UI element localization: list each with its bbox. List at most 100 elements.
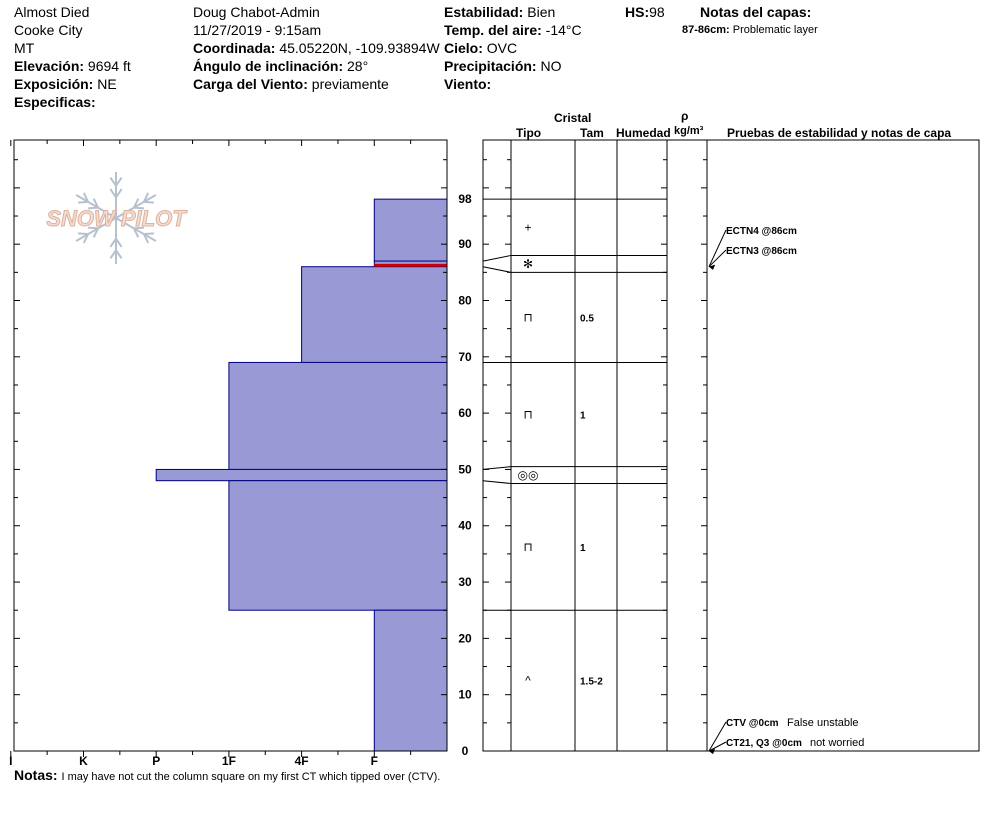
snowflake-branch: [82, 192, 90, 203]
coord-label: Coordinada:: [193, 40, 276, 56]
snowflake-branch: [109, 238, 117, 248]
snowflake-arm: [75, 217, 117, 242]
state: MT: [14, 40, 35, 56]
notes-text: I may have not cut the column square on …: [61, 771, 441, 783]
hardness-label: P: [152, 754, 160, 768]
snowflake-branch: [133, 206, 144, 210]
hardness-bar: [373, 198, 448, 262]
snowflake-branch: [115, 176, 123, 187]
stability: Estabilidad: Bien: [444, 4, 555, 20]
problem-layer: [374, 263, 447, 267]
rho-header: ρ: [681, 109, 689, 123]
crystal-header: Cristal: [554, 111, 592, 125]
snowflake-branch: [142, 233, 150, 244]
grain-size: 1.5-2: [580, 677, 603, 688]
depth-label: 0: [462, 744, 469, 758]
grain-type-symbol: ⊓: [523, 310, 532, 324]
observer: Doug Chabot-Admin: [193, 4, 320, 20]
snowflake-arm: [75, 194, 117, 219]
hs: HS:98: [625, 4, 665, 20]
snowflake-branch: [78, 200, 89, 204]
air-temp: Temp. del aire: -14°C: [444, 22, 582, 38]
wind-load-label: Carga del Viento:: [193, 76, 308, 92]
depth-axis: 0 10 20 30 40 50 60 70 80 90 98: [14, 159, 489, 758]
stability-value: Bien: [527, 4, 556, 20]
logo-text: SNOW PILOT: [46, 206, 187, 231]
snowflake-branch: [109, 249, 117, 260]
snowflake-branch: [82, 233, 90, 244]
stability-arrow-icon: [709, 264, 715, 270]
snowflake-branch: [115, 249, 123, 260]
hardness-label: 4F: [295, 754, 309, 768]
hardness-bar: [155, 468, 448, 482]
coordinates: Coordinada: 45.05220N, -109.93894W: [193, 40, 440, 56]
wind-load-value: previamente: [311, 76, 389, 92]
snowflake-branch: [109, 188, 117, 198]
stability-label: Estabilidad:: [444, 4, 524, 20]
size-header: Tam: [580, 126, 604, 140]
sky-label: Cielo:: [444, 40, 483, 56]
problem-layer-band: [374, 263, 447, 267]
hardness-bar: [228, 480, 448, 611]
stability-leader: [708, 249, 727, 268]
depth-label: 10: [458, 688, 472, 702]
hardness-bar: [228, 361, 448, 470]
right-ticks: [505, 159, 707, 752]
snowflake-branch: [143, 232, 154, 236]
grain-type-symbol: ◎◎: [518, 468, 539, 482]
incline-value: 28°: [347, 58, 369, 74]
elevation-label: Elevación:: [14, 58, 85, 74]
snowflake-branch: [133, 226, 144, 230]
layer-note: 87-86cm: Problematic layer: [682, 24, 818, 37]
hardness-label: K: [79, 754, 88, 768]
stability-label: ECTN4 @86cm: [726, 226, 797, 237]
stability-leader: [708, 721, 727, 752]
hs-label: HS:: [625, 4, 650, 20]
snowflake-icon: [75, 172, 157, 264]
hardness-bar: [301, 266, 448, 363]
incline: Ángulo de inclinación: 28°: [193, 58, 368, 74]
specifics-label: Especificas:: [14, 94, 96, 110]
depth-label: 90: [458, 237, 472, 251]
elevation: Elevación: 9694 ft: [14, 58, 131, 74]
sky-value: OVC: [486, 40, 518, 56]
city: Cooke City: [14, 22, 83, 38]
sky: Cielo: OVC: [444, 40, 517, 56]
stability-leader: [708, 229, 727, 267]
snowflake-arm: [115, 217, 157, 242]
hardness-label: 1F: [222, 754, 236, 768]
depth-label: 80: [458, 293, 472, 307]
snowflake-branch: [88, 226, 99, 230]
hardness-label: F: [371, 754, 378, 768]
snowflake-branch: [115, 238, 123, 248]
precip: Precipitación: NO: [444, 58, 561, 74]
notes-label: Notas:: [14, 767, 58, 783]
incline-label: Ángulo de inclinación:: [193, 58, 344, 74]
snowflake-branch: [92, 227, 99, 238]
hardness-label: I: [9, 754, 12, 768]
snowflake-branch: [109, 176, 117, 187]
depth-label: 60: [458, 406, 472, 420]
crystal-layers: + ✻ ⊓ 0.5 ⊓ 1 ◎◎ ⊓ 1 ^ 1.5-2: [482, 198, 667, 688]
depth-label: 70: [458, 350, 472, 364]
tests-header: Pruebas de estabilidad y notas de capa: [727, 126, 952, 140]
type-header: Tipo: [516, 126, 542, 140]
layer-note-text: Problematic layer: [732, 24, 818, 36]
aspect-label: Exposición:: [14, 76, 94, 92]
datetime: 11/27/2019 - 9:15am: [193, 22, 322, 38]
stability-label: CTV @0cm: [726, 718, 779, 729]
snowflake-branch: [92, 198, 99, 209]
stability-label: ECTN3 @86cm: [726, 246, 797, 257]
grain-type-symbol: +: [524, 220, 531, 234]
depth-label: 40: [458, 519, 472, 533]
snowflake-branch: [133, 227, 140, 238]
layer-connector: [482, 254, 512, 262]
grain-type-symbol: ✻: [523, 257, 533, 271]
layer-connector: [482, 466, 512, 470]
layer-note-range: 87-86cm:: [682, 24, 730, 36]
grain-type-symbol: ⊓: [523, 408, 532, 422]
grain-size: 1: [580, 543, 586, 554]
precip-label: Precipitación:: [444, 58, 537, 74]
snowpilot-logo: SNOW PILOT: [46, 172, 188, 264]
